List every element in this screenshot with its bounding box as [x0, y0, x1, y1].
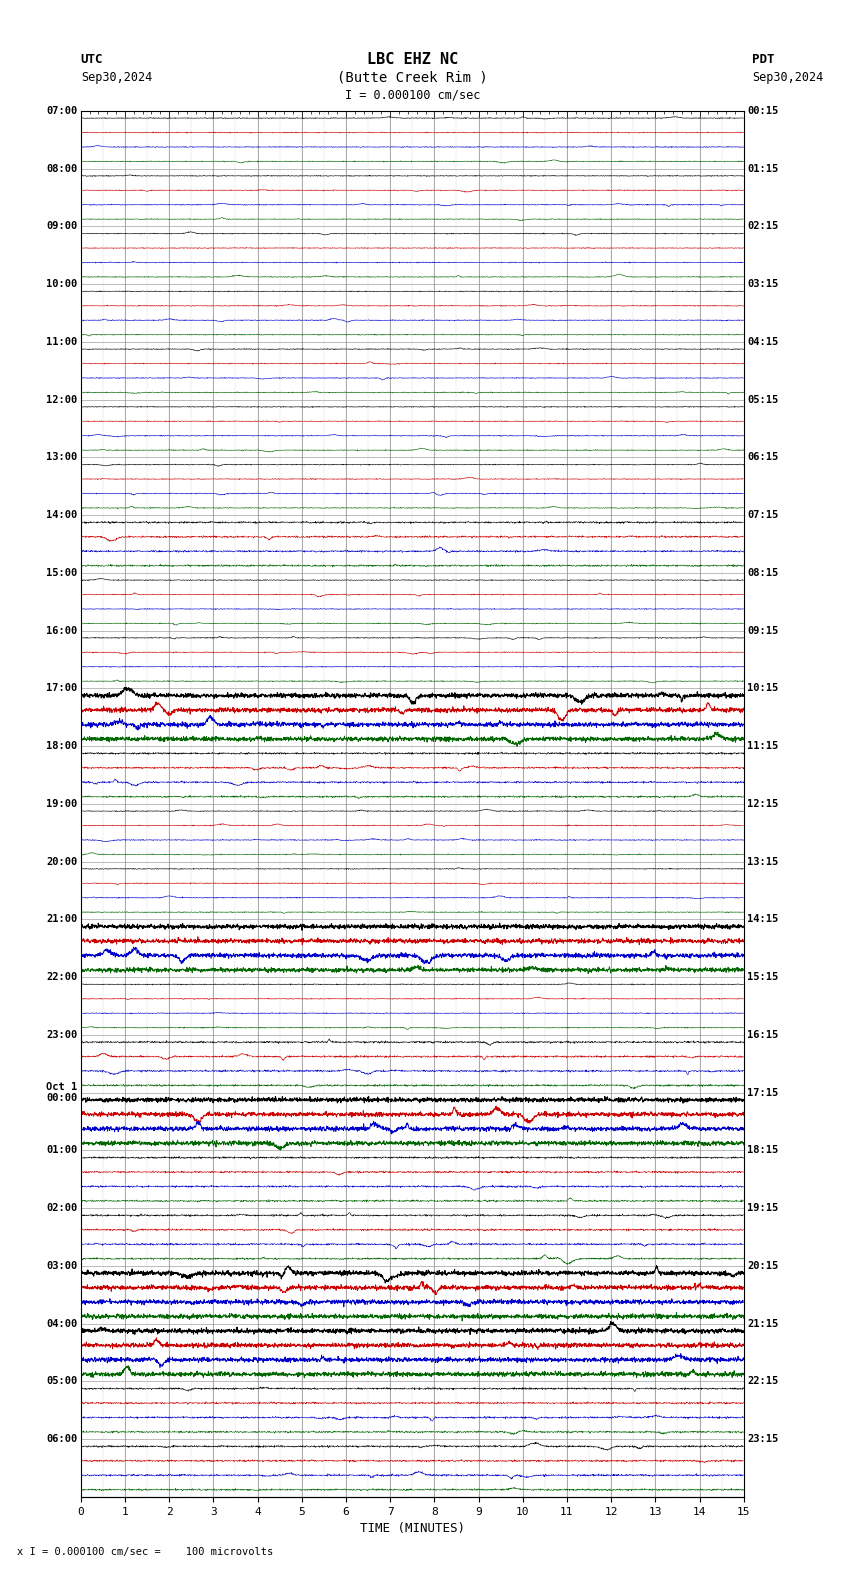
Text: 20:15: 20:15	[747, 1261, 779, 1270]
Text: 14:00: 14:00	[46, 510, 77, 520]
Text: 01:00: 01:00	[46, 1145, 77, 1155]
Text: PDT: PDT	[752, 52, 774, 67]
Text: x I = 0.000100 cm/sec =    100 microvolts: x I = 0.000100 cm/sec = 100 microvolts	[17, 1548, 273, 1557]
Text: 12:00: 12:00	[46, 394, 77, 404]
Text: 00:15: 00:15	[747, 106, 779, 116]
Text: 22:15: 22:15	[747, 1376, 779, 1386]
Text: 23:00: 23:00	[46, 1030, 77, 1039]
Text: 11:15: 11:15	[747, 741, 779, 751]
Text: 21:00: 21:00	[46, 914, 77, 925]
Text: 06:15: 06:15	[747, 453, 779, 463]
Text: 20:00: 20:00	[46, 857, 77, 866]
Text: 12:15: 12:15	[747, 798, 779, 809]
Text: 10:00: 10:00	[46, 279, 77, 290]
Text: 13:00: 13:00	[46, 453, 77, 463]
Text: 10:15: 10:15	[747, 683, 779, 694]
Text: 05:15: 05:15	[747, 394, 779, 404]
Text: 11:00: 11:00	[46, 337, 77, 347]
Text: 18:15: 18:15	[747, 1145, 779, 1155]
Text: 02:15: 02:15	[747, 222, 779, 231]
Text: 14:15: 14:15	[747, 914, 779, 925]
Text: 09:15: 09:15	[747, 626, 779, 635]
Text: 15:15: 15:15	[747, 973, 779, 982]
Text: 08:15: 08:15	[747, 569, 779, 578]
Text: 05:00: 05:00	[46, 1376, 77, 1386]
Text: UTC: UTC	[81, 52, 103, 67]
Text: 02:00: 02:00	[46, 1204, 77, 1213]
Text: 19:15: 19:15	[747, 1204, 779, 1213]
Text: Sep30,2024: Sep30,2024	[752, 71, 824, 84]
Text: I = 0.000100 cm/sec: I = 0.000100 cm/sec	[344, 89, 480, 101]
Text: 04:15: 04:15	[747, 337, 779, 347]
Text: Sep30,2024: Sep30,2024	[81, 71, 152, 84]
Text: 16:00: 16:00	[46, 626, 77, 635]
Text: 17:00: 17:00	[46, 683, 77, 694]
Text: 21:15: 21:15	[747, 1318, 779, 1329]
Text: 07:00: 07:00	[46, 106, 77, 116]
Text: 16:15: 16:15	[747, 1030, 779, 1039]
Text: (Butte Creek Rim ): (Butte Creek Rim )	[337, 71, 488, 84]
Text: 22:00: 22:00	[46, 973, 77, 982]
Text: 03:15: 03:15	[747, 279, 779, 290]
Text: 13:15: 13:15	[747, 857, 779, 866]
Text: LBC EHZ NC: LBC EHZ NC	[366, 52, 458, 67]
Text: 06:00: 06:00	[46, 1434, 77, 1445]
Text: 09:00: 09:00	[46, 222, 77, 231]
Text: 08:00: 08:00	[46, 163, 77, 174]
Text: Oct 1
00:00: Oct 1 00:00	[46, 1082, 77, 1104]
Text: 04:00: 04:00	[46, 1318, 77, 1329]
Text: 07:15: 07:15	[747, 510, 779, 520]
Text: 15:00: 15:00	[46, 569, 77, 578]
Text: 01:15: 01:15	[747, 163, 779, 174]
Text: 23:15: 23:15	[747, 1434, 779, 1445]
X-axis label: TIME (MINUTES): TIME (MINUTES)	[360, 1522, 465, 1535]
Text: 18:00: 18:00	[46, 741, 77, 751]
Text: 03:00: 03:00	[46, 1261, 77, 1270]
Text: 19:00: 19:00	[46, 798, 77, 809]
Text: 17:15: 17:15	[747, 1088, 779, 1098]
